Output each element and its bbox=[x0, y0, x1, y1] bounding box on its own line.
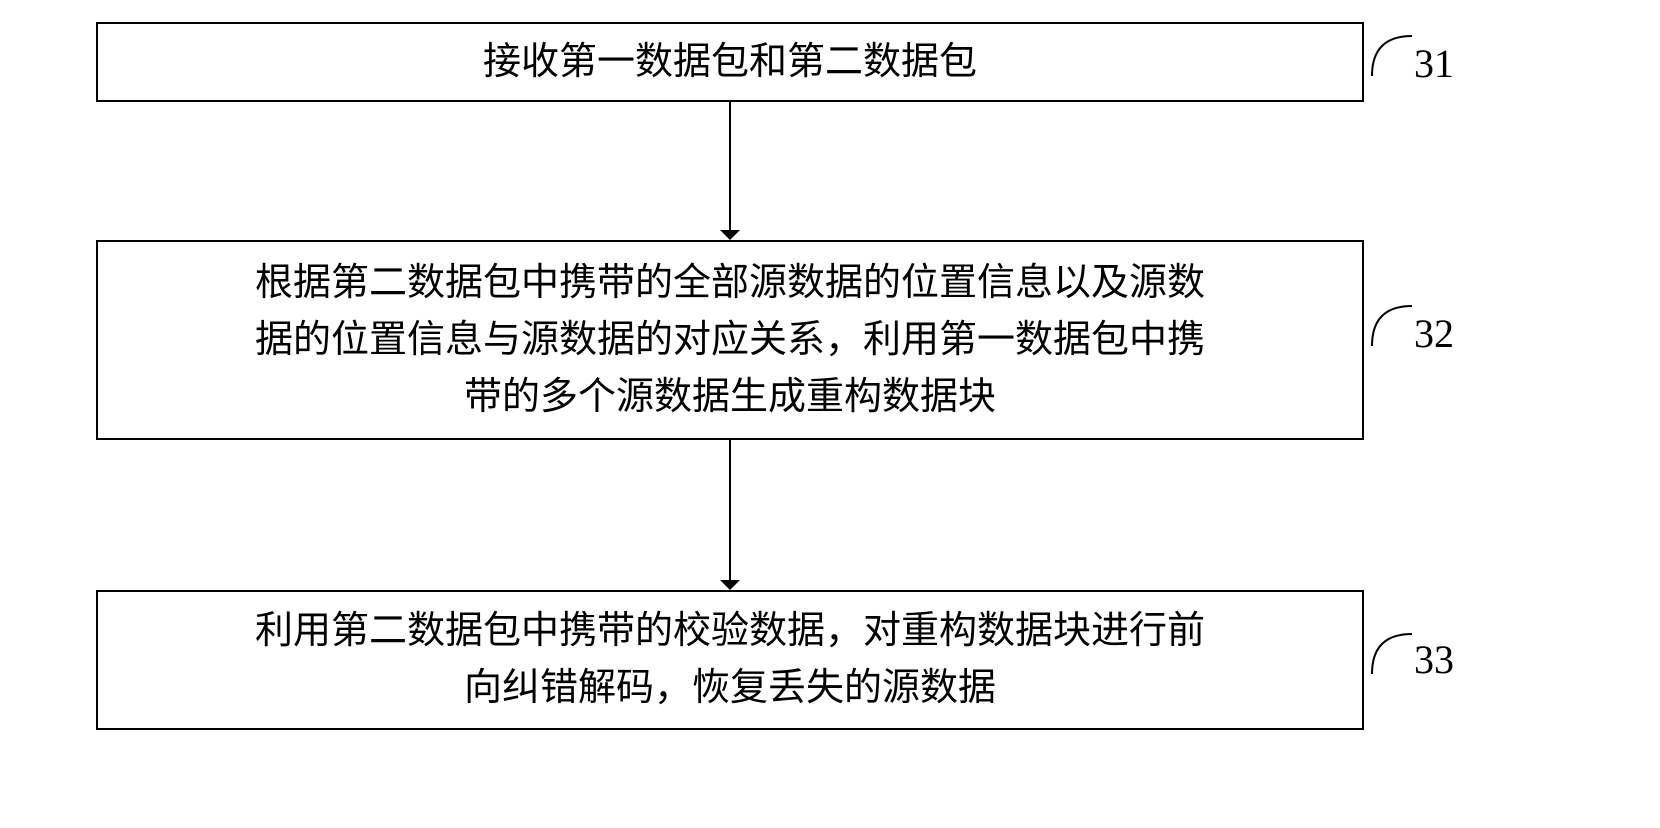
flowchart-node-2: 根据第二数据包中携带的全部源数据的位置信息以及源数 据的位置信息与源数据的对应关… bbox=[96, 240, 1364, 440]
node-3-label: 33 bbox=[1414, 636, 1454, 683]
label-connector-31 bbox=[1370, 34, 1414, 78]
arrowhead-1-2 bbox=[720, 230, 740, 240]
node-2-text: 根据第二数据包中携带的全部源数据的位置信息以及源数 据的位置信息与源数据的对应关… bbox=[255, 255, 1205, 426]
label-connector-32 bbox=[1370, 304, 1414, 348]
arrowhead-2-3 bbox=[720, 580, 740, 590]
flowchart-node-3: 利用第二数据包中携带的校验数据，对重构数据块进行前 向纠错解码，恢复丢失的源数据 bbox=[96, 590, 1364, 730]
edge-1-2 bbox=[729, 102, 731, 230]
flowchart-canvas: 接收第一数据包和第二数据包 31 根据第二数据包中携带的全部源数据的位置信息以及… bbox=[0, 0, 1660, 828]
flowchart-node-1: 接收第一数据包和第二数据包 bbox=[96, 22, 1364, 102]
node-1-label: 31 bbox=[1414, 40, 1454, 87]
edge-2-3 bbox=[729, 440, 731, 580]
node-2-label: 32 bbox=[1414, 310, 1454, 357]
node-1-text: 接收第一数据包和第二数据包 bbox=[483, 34, 977, 91]
node-3-text: 利用第二数据包中携带的校验数据，对重构数据块进行前 向纠错解码，恢复丢失的源数据 bbox=[255, 603, 1205, 717]
label-connector-33 bbox=[1370, 632, 1414, 676]
